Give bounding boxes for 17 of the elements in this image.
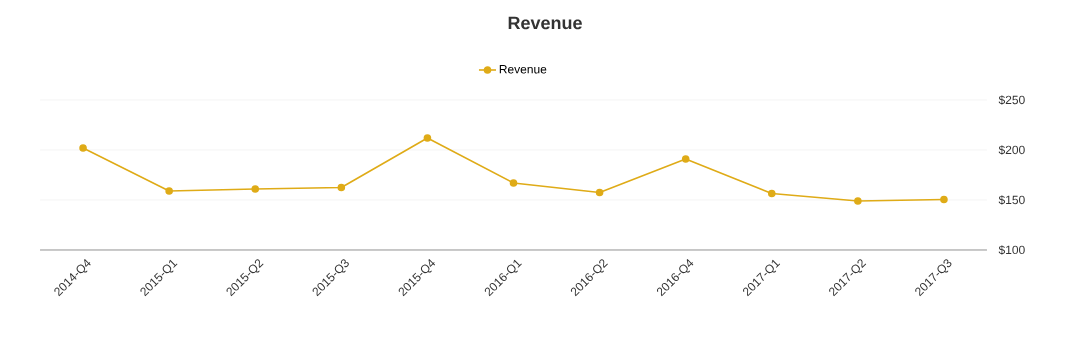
y-tick-label: $100	[998, 245, 1025, 255]
y-tick-label: $250	[998, 95, 1025, 105]
point	[423, 134, 432, 142]
point	[337, 183, 346, 192]
point	[681, 155, 690, 163]
legend-label: Revenue	[499, 65, 547, 74]
point	[509, 179, 518, 187]
chart-title: Revenue	[508, 16, 582, 30]
y-tick-label: $150	[998, 195, 1025, 205]
point	[854, 197, 862, 205]
point	[165, 187, 173, 195]
point	[940, 195, 948, 204]
point	[79, 144, 87, 152]
point	[767, 189, 776, 198]
point	[595, 188, 604, 197]
y-tick-label: $200	[998, 145, 1025, 155]
point	[251, 185, 260, 193]
